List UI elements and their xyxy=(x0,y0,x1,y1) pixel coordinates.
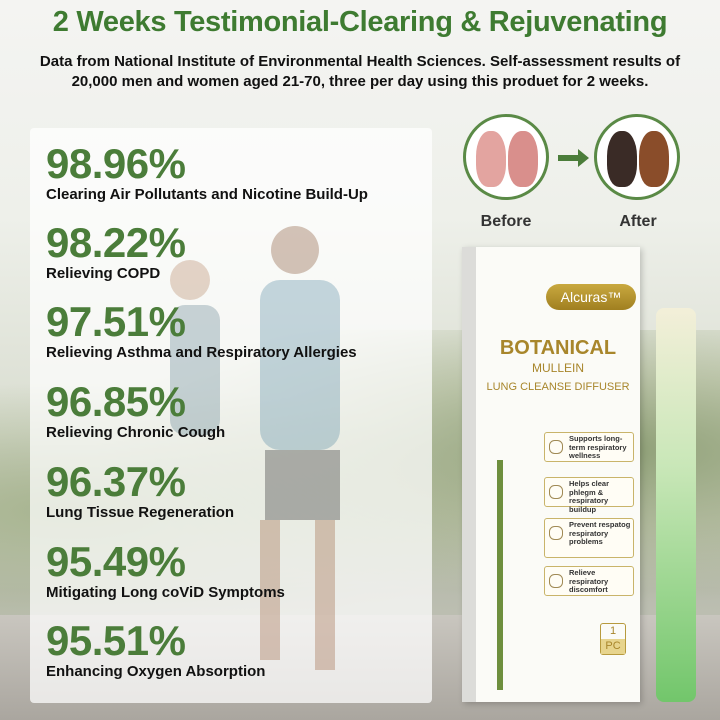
lungs-icon xyxy=(549,440,563,454)
quantity-unit: PC xyxy=(601,639,625,654)
feature-text: Supports long-term respiratory wellness xyxy=(569,434,627,460)
stat-value: 97.51% xyxy=(46,298,186,345)
stat-label: Relieving Chronic Cough xyxy=(46,424,226,441)
lungs-icon xyxy=(549,485,563,499)
before-label: Before xyxy=(480,213,532,230)
subtitle-line: 20,000 men and women aged 21-70, three p… xyxy=(71,73,649,90)
healthy-lungs-image xyxy=(463,114,549,200)
page-title: 2 Weeks Testimonial-Clearing & Rejuvenat… xyxy=(52,6,668,38)
quantity-number: 1 xyxy=(609,625,617,637)
lungs-icon xyxy=(549,526,563,540)
stat-label: Relieving Asthma and Respiratory Allergi… xyxy=(46,344,357,361)
mullein-plant-illustration xyxy=(497,460,503,690)
stat-item: 96.85% Relieving Chronic Cough xyxy=(46,380,225,442)
stat-item: 95.49% Mitigating Long coViD Symptoms xyxy=(46,540,285,602)
feature-badge: Prevent respatog respiratory problems xyxy=(544,518,634,558)
subtitle: Data from National Institute of Environm… xyxy=(10,52,710,92)
product-box xyxy=(462,247,640,702)
stats-panel xyxy=(30,128,432,703)
stat-label: Enhancing Oxygen Absorption xyxy=(46,663,266,680)
arrow-right-icon xyxy=(558,149,589,167)
stat-label: Relieving COPD xyxy=(46,265,161,282)
diffuser-stick-image xyxy=(656,308,696,702)
runner-image xyxy=(170,226,340,670)
product-type: LUNG CLEANSE DIFFUSER xyxy=(486,381,630,393)
stat-item: 98.96% Clearing Air Pollutants and Nicoti… xyxy=(46,142,368,204)
damaged-lungs-image xyxy=(594,114,680,200)
stat-label: Clearing Air Pollutants and Nicotine Bui… xyxy=(46,186,368,203)
feature-text: Helps clear phlegm & respiratory buildup xyxy=(569,479,610,514)
brand-logo: Alcuras™ xyxy=(546,284,636,310)
stat-value: 96.37% xyxy=(46,458,186,505)
stat-value: 95.49% xyxy=(46,538,186,585)
stat-item: 95.51% Enhancing Oxygen Absorption xyxy=(46,619,265,681)
feature-badge: Helps clear phlegm & respiratory buildup xyxy=(544,477,634,513)
feature-text: Relieve respiratory discomfort xyxy=(569,568,609,594)
stat-value: 98.22% xyxy=(46,219,186,266)
stat-item: 98.22% Relieving COPD xyxy=(46,219,186,283)
stat-value: 96.85% xyxy=(46,378,186,425)
feature-badge: Relieve respiratory discomfort xyxy=(544,566,634,596)
stat-value: 95.51% xyxy=(46,617,186,664)
stat-item: 97.51% Relieving Asthma and Respiratory A… xyxy=(46,300,357,362)
feature-badge: Supports long-term respiratory wellness xyxy=(544,432,634,462)
lungs-icon xyxy=(549,574,563,588)
stat-label: Mitigating Long coViD Symptoms xyxy=(46,584,285,601)
feature-text: Prevent respatog respiratory problems xyxy=(569,520,631,546)
product-name: BOTANICAL xyxy=(499,337,617,359)
quantity-badge: 1 PC xyxy=(600,623,626,655)
stat-item: 96.37% Lung Tissue Regeneration xyxy=(46,460,234,522)
subtitle-line: Data from National Institute of Environm… xyxy=(39,53,681,70)
stat-label: Lung Tissue Regeneration xyxy=(46,504,235,521)
product-subname: MULLEIN xyxy=(531,361,584,375)
stat-value: 98.96% xyxy=(46,140,186,187)
after-label: After xyxy=(619,213,657,230)
